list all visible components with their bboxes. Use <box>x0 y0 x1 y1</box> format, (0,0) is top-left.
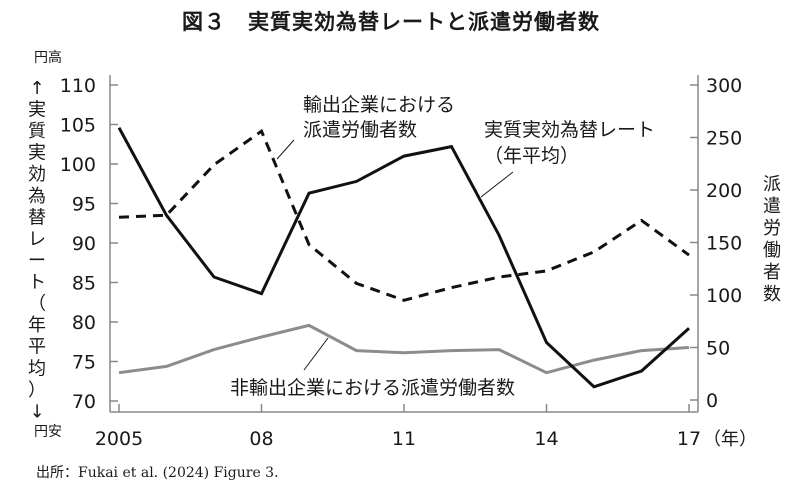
left-axis-title-char: 為 <box>28 186 46 207</box>
left-axis-title-char: ー <box>28 250 46 271</box>
chart-plot: 110 105 100 95 90 85 80 75 70 300 250 200 150 100 50 0 2… <box>28 49 781 450</box>
right-tick-label: 0 <box>706 390 718 412</box>
right-axis-title-char: 数 <box>763 284 781 305</box>
rate-label-line1: 実質実効為替レート <box>484 119 655 141</box>
left-tick-label: 110 <box>60 75 96 97</box>
right-axis-title-char: 働 <box>763 240 781 261</box>
axes <box>109 75 699 413</box>
left-axis-title-char: 実 <box>28 100 46 121</box>
left-axis-title-char: 効 <box>28 164 46 185</box>
chart-title: 図３ 実質実効為替レートと派遣労働者数 <box>182 10 600 34</box>
nonexport-leader-line <box>303 337 329 371</box>
left-axis-title-char: 実 <box>28 143 46 164</box>
source-note: 出所：Fukai et al. (2024) Figure 3. <box>36 465 279 481</box>
left-axis-title-char: 均 <box>28 358 46 379</box>
left-tick-label: 105 <box>60 115 96 137</box>
x-tick-label: 14 <box>534 428 558 450</box>
exchange-rate-line <box>117 126 691 389</box>
right-tick-label: 100 <box>706 285 742 307</box>
right-tick-label: 250 <box>706 128 742 150</box>
right-tick-label: 200 <box>706 180 742 202</box>
right-axis-title-char: 遣 <box>763 196 781 217</box>
x-tick-label: 17 <box>677 428 701 450</box>
annotations: 輸出企業における派遣労働者数 実質実効為替レート （年平均） 非輸出企業における派遣労… <box>230 94 655 399</box>
export-label-line2: 派遣労働者数 <box>303 119 417 141</box>
x-tick-label: 2005 <box>95 428 143 450</box>
export-workers-line <box>118 128 690 302</box>
left-axis-title-char: 質 <box>28 121 46 142</box>
left-axis-bottom-label: 円安 <box>34 424 62 440</box>
right-axis-title-char: 者 <box>763 262 781 283</box>
right-axis-title-char: 労 <box>763 218 781 239</box>
left-axis-title-char: ↓ <box>29 401 44 422</box>
right-tick-label: 150 <box>706 233 742 255</box>
right-tick-label: 50 <box>706 338 730 360</box>
left-axis-title-char: ↑ <box>29 78 44 99</box>
x-tick-label: 08 <box>249 428 273 450</box>
left-axis-title-char: 年 <box>28 315 46 336</box>
rate-label-line2: （年平均） <box>484 145 579 167</box>
left-tick-label: 95 <box>72 194 96 216</box>
left-axis-title-char: レ <box>28 229 46 250</box>
left-tick-label: 85 <box>72 273 96 295</box>
left-axis-title-char: （ <box>28 294 46 315</box>
left-axis-title-char: ト <box>28 272 46 293</box>
export-leader-line <box>276 139 295 160</box>
export-label-line1: 輸出企業における <box>303 94 455 116</box>
left-tick-label: 100 <box>60 154 96 176</box>
left-axis-top-label: 円高 <box>34 49 62 66</box>
right-axis-title-char: 派 <box>763 174 781 195</box>
nonexport-label: 非輸出企業における派遣労働者数 <box>230 377 515 399</box>
left-axis-title-char: 平 <box>28 337 46 358</box>
x-tick-label: 11 <box>392 428 416 450</box>
left-tick-label: 75 <box>72 352 96 374</box>
left-axis-title-char: ） <box>28 380 46 401</box>
left-axis-title-char: 替 <box>28 207 46 228</box>
series-lines <box>117 126 691 389</box>
left-tick-label: 90 <box>72 233 96 255</box>
x-unit-label: （年） <box>703 429 757 450</box>
left-tick-label: 70 <box>72 391 96 413</box>
left-tick-label: 80 <box>72 312 96 334</box>
right-tick-label: 300 <box>706 75 742 97</box>
nonexport-workers-line <box>118 323 690 375</box>
rate-leader-line <box>480 171 514 198</box>
axis-labels: 110 105 100 95 90 85 80 75 70 300 250 200 150 100 50 0 2… <box>28 49 781 450</box>
